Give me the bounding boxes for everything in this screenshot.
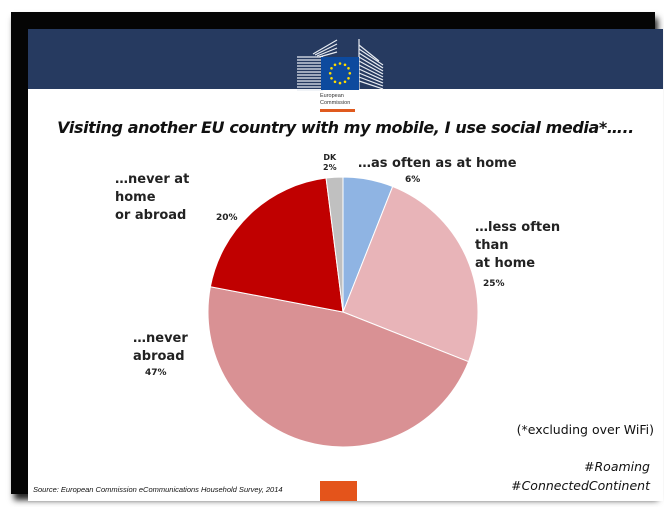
less-often-line2: than xyxy=(475,238,509,253)
pct-never-home-abroad: 20% xyxy=(216,213,238,223)
never-abroad-line2: abroad xyxy=(133,349,185,364)
dk-pct: 2% xyxy=(323,163,337,172)
hashtag-roaming: #Roaming xyxy=(584,459,650,474)
source-note: Source: European Commission eCommunicati… xyxy=(33,485,283,494)
never-both-line2: home xyxy=(115,190,156,205)
pie-slice xyxy=(209,177,344,313)
label-less-often: …less often than at home xyxy=(475,219,560,273)
label-never-home-abroad: …never at home or abroad xyxy=(115,171,189,225)
footnote: (*excluding over WiFi) xyxy=(516,422,654,437)
accent-block xyxy=(320,481,357,501)
pie-slice xyxy=(342,185,479,363)
never-both-line3: or abroad xyxy=(115,208,187,223)
slide: European Commission Visiting another EU … xyxy=(28,29,663,501)
less-often-line3: at home xyxy=(475,256,536,271)
dk-label: DK xyxy=(323,153,337,162)
pie-slice xyxy=(325,176,344,313)
pie-chart xyxy=(207,176,479,448)
logo-line1: European xyxy=(320,93,344,99)
pct-less-often: 25% xyxy=(483,279,505,289)
logo-line2: Commission xyxy=(320,100,351,106)
never-abroad-line1: …never xyxy=(133,331,188,346)
hashtag-connected-continent: #ConnectedContinent xyxy=(511,478,650,493)
european-commission-logo-icon xyxy=(297,39,384,91)
label-dk: DK 2% xyxy=(323,153,337,173)
logo-accent-bar xyxy=(320,109,355,112)
logo-text: European Commission xyxy=(320,93,350,107)
label-as-often: …as often as at home xyxy=(358,156,517,171)
hashtags: #Roaming #ConnectedContinent xyxy=(511,457,650,495)
never-both-line1: …never at xyxy=(115,172,190,187)
pct-never-abroad: 47% xyxy=(145,368,167,378)
less-often-line1: …less often xyxy=(475,220,561,235)
slide-frame: European Commission Visiting another EU … xyxy=(11,12,663,501)
pct-as-often: 6% xyxy=(405,175,421,185)
chart-title: Visiting another EU country with my mobi… xyxy=(57,118,634,137)
pie-slice xyxy=(207,286,470,448)
label-never-abroad: …never abroad xyxy=(133,330,188,366)
